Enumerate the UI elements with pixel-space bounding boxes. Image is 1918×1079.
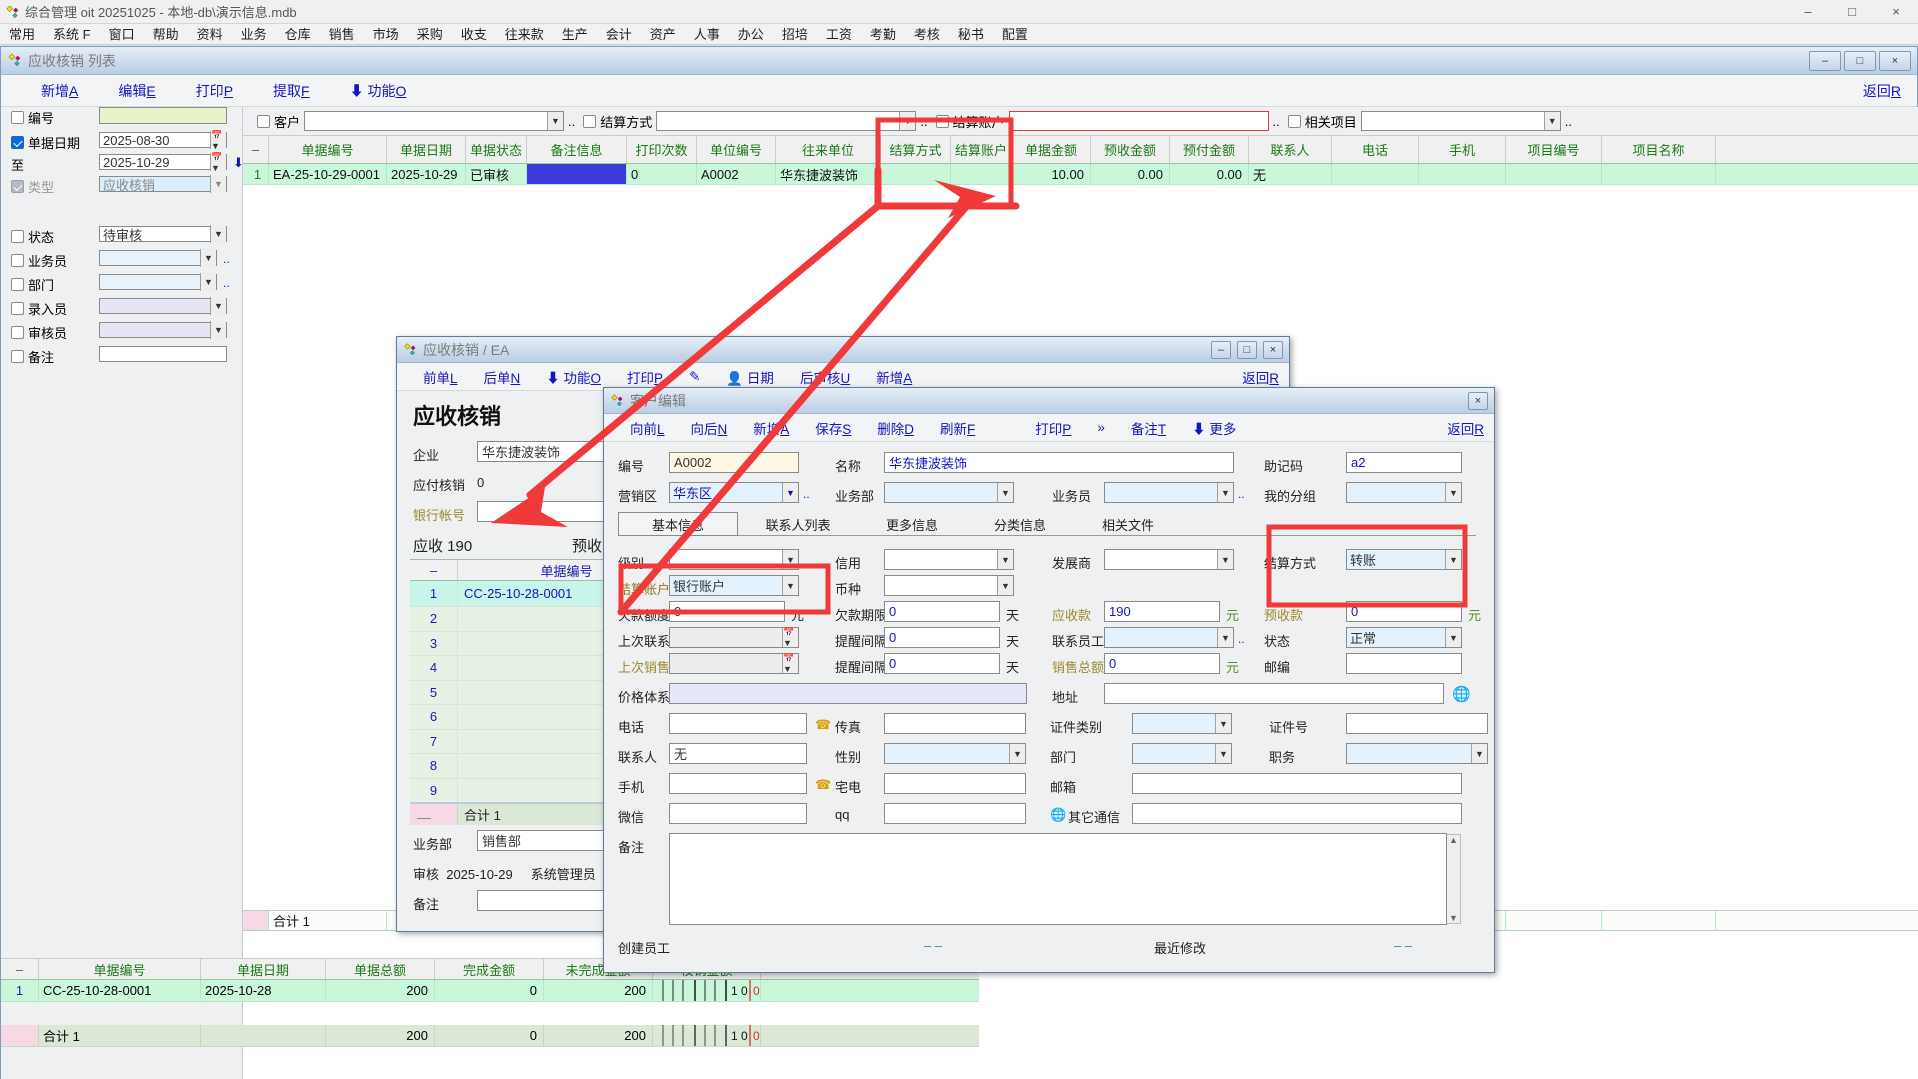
svg-text:0: 0 <box>741 984 748 998</box>
svg-text:1: 1 <box>731 1029 738 1043</box>
svg-text:0: 0 <box>741 1029 748 1043</box>
svg-text:1: 1 <box>731 984 738 998</box>
svg-text:0: 0 <box>753 984 760 998</box>
svg-text:0: 0 <box>753 1029 760 1043</box>
